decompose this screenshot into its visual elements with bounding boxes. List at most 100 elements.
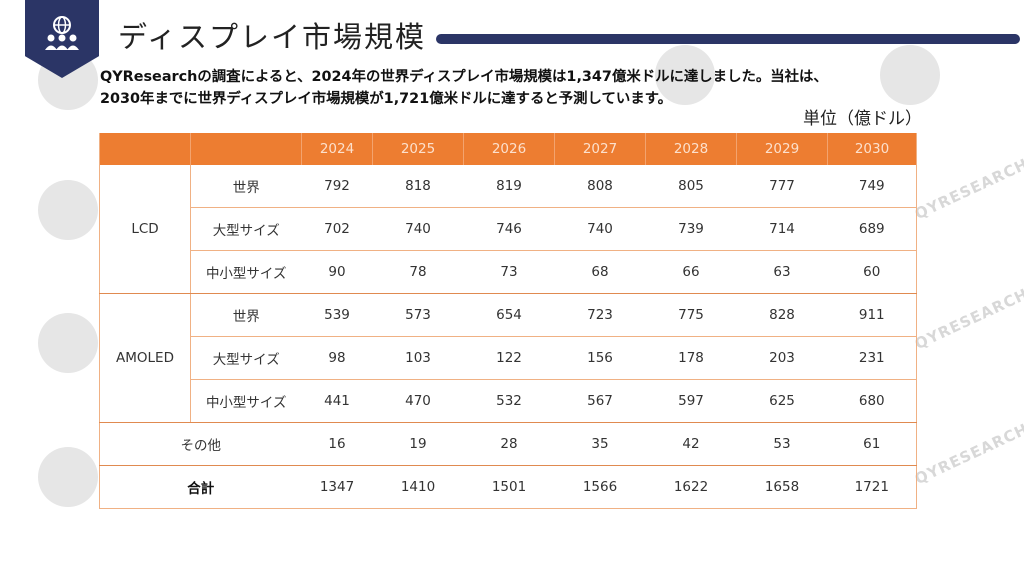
table-cell: 573 bbox=[372, 293, 464, 337]
table-header-row: 2024 2025 2026 2027 2028 2029 2030 bbox=[99, 133, 917, 165]
people-globe-icon bbox=[45, 16, 79, 50]
watermark-circle bbox=[38, 447, 98, 507]
table-cell: 19 bbox=[372, 422, 464, 466]
table-row: 中小型サイズ 441 470 532 567 597 625 680 bbox=[100, 379, 917, 423]
table-cell: 532 bbox=[463, 379, 555, 423]
table-cell: 1347 bbox=[301, 465, 373, 509]
table-cell: 1566 bbox=[554, 465, 646, 509]
table-cell: 35 bbox=[554, 422, 646, 466]
table-row: LCD 世界 792 818 819 808 805 777 749 bbox=[99, 165, 917, 294]
unit-label: 単位（億ドル） bbox=[803, 109, 922, 129]
table-cell: 567 bbox=[554, 379, 646, 423]
description-line-2: 2030年までに世界ディスプレイ市場規模が1,721億米ドルに達すると予測してい… bbox=[100, 91, 672, 107]
table-cell: 746 bbox=[463, 207, 555, 251]
description-line-1: QYResearchの調査によると、2024年の世界ディスプレイ市場規模は1,3… bbox=[100, 69, 828, 85]
table-cell: 749 bbox=[827, 165, 917, 208]
table-cell: 231 bbox=[827, 336, 917, 380]
table-cell: 1622 bbox=[645, 465, 737, 509]
title-underline-bar bbox=[436, 34, 1020, 44]
header-empty-cell bbox=[190, 133, 302, 165]
market-size-table: 2024 2025 2026 2027 2028 2029 2030 LCD 世… bbox=[99, 133, 917, 509]
table-cell: 680 bbox=[827, 379, 917, 423]
table-cell: 689 bbox=[827, 207, 917, 251]
table-cell: 625 bbox=[736, 379, 828, 423]
watermark-text: QYRESEARCH bbox=[911, 154, 1024, 224]
table-cell: 714 bbox=[736, 207, 828, 251]
row-label: 大型サイズ bbox=[190, 207, 302, 251]
watermark-text: QYRESEARCH bbox=[911, 284, 1024, 354]
page-title: ディスプレイ市場規模 bbox=[118, 20, 426, 54]
table-cell: 53 bbox=[736, 422, 828, 466]
table-cell: 723 bbox=[554, 293, 646, 337]
header-year: 2025 bbox=[372, 133, 464, 165]
table-cell: 42 bbox=[645, 422, 737, 466]
table-row: AMOLED 世界 539 573 654 723 775 828 911 bbox=[99, 293, 917, 423]
table-cell: 90 bbox=[301, 250, 373, 294]
table-cell: 539 bbox=[301, 293, 373, 337]
table-cell: 1721 bbox=[827, 465, 917, 509]
table-cell: 156 bbox=[554, 336, 646, 380]
watermark-circle bbox=[655, 45, 715, 105]
header-year: 2024 bbox=[301, 133, 373, 165]
table-cell: 828 bbox=[736, 293, 828, 337]
header-year: 2029 bbox=[736, 133, 828, 165]
table-row: 中小型サイズ 90 78 73 68 66 63 60 bbox=[100, 250, 917, 294]
row-label: 中小型サイズ bbox=[190, 379, 302, 423]
row-label-other: その他 bbox=[99, 422, 302, 466]
table-cell: 470 bbox=[372, 379, 464, 423]
table-cell: 805 bbox=[645, 165, 737, 208]
table-cell: 61 bbox=[827, 422, 917, 466]
row-label: 大型サイズ bbox=[190, 336, 302, 380]
header-empty-cell bbox=[99, 133, 191, 165]
watermark-circle bbox=[38, 313, 98, 373]
table-cell: 597 bbox=[645, 379, 737, 423]
table-cell: 68 bbox=[554, 250, 646, 294]
table-row: 大型サイズ 98 103 122 156 178 203 231 bbox=[100, 336, 917, 380]
table-cell: 122 bbox=[463, 336, 555, 380]
table-row-total: 合計 1347 1410 1501 1566 1622 1658 1721 bbox=[99, 465, 917, 509]
table-cell: 740 bbox=[372, 207, 464, 251]
category-lcd: LCD bbox=[99, 165, 191, 294]
table-cell: 60 bbox=[827, 250, 917, 294]
table-cell: 178 bbox=[645, 336, 737, 380]
watermark-circle bbox=[38, 180, 98, 240]
table-cell: 911 bbox=[827, 293, 917, 337]
row-label-total: 合計 bbox=[99, 465, 302, 509]
table-cell: 777 bbox=[736, 165, 828, 208]
table-cell: 78 bbox=[372, 250, 464, 294]
table-cell: 1410 bbox=[372, 465, 464, 509]
watermark-text: QYRESEARCH bbox=[911, 419, 1024, 489]
table-cell: 63 bbox=[736, 250, 828, 294]
table-cell: 28 bbox=[463, 422, 555, 466]
table-cell: 1658 bbox=[736, 465, 828, 509]
row-label: 世界 bbox=[190, 165, 302, 208]
table-cell: 654 bbox=[463, 293, 555, 337]
table-cell: 740 bbox=[554, 207, 646, 251]
table-cell: 103 bbox=[372, 336, 464, 380]
header-year: 2030 bbox=[827, 133, 917, 165]
table-cell: 1501 bbox=[463, 465, 555, 509]
table-cell: 16 bbox=[301, 422, 373, 466]
row-label: 中小型サイズ bbox=[190, 250, 302, 294]
description-text: QYResearchの調査によると、2024年の世界ディスプレイ市場規模は1,3… bbox=[100, 66, 940, 110]
category-amoled: AMOLED bbox=[99, 293, 191, 423]
table-cell: 739 bbox=[645, 207, 737, 251]
table-row: その他 16 19 28 35 42 53 61 bbox=[99, 422, 917, 466]
table-cell: 818 bbox=[372, 165, 464, 208]
table-row: 大型サイズ 702 740 746 740 739 714 689 bbox=[100, 207, 917, 251]
header-year: 2028 bbox=[645, 133, 737, 165]
table-cell: 808 bbox=[554, 165, 646, 208]
watermark-circle bbox=[880, 45, 940, 105]
table-cell: 775 bbox=[645, 293, 737, 337]
header-year: 2027 bbox=[554, 133, 646, 165]
table-cell: 66 bbox=[645, 250, 737, 294]
table-cell: 98 bbox=[301, 336, 373, 380]
header-year: 2026 bbox=[463, 133, 555, 165]
table-cell: 702 bbox=[301, 207, 373, 251]
table-cell: 73 bbox=[463, 250, 555, 294]
table-cell: 203 bbox=[736, 336, 828, 380]
table-cell: 441 bbox=[301, 379, 373, 423]
row-label: 世界 bbox=[190, 293, 302, 337]
table-cell: 819 bbox=[463, 165, 555, 208]
table-cell: 792 bbox=[301, 165, 373, 208]
